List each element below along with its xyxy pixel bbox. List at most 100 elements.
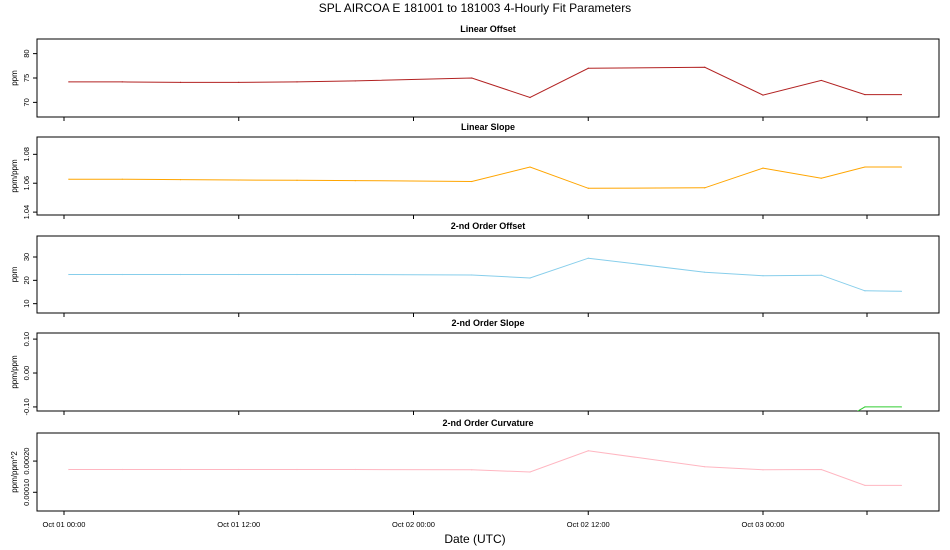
data-point — [820, 177, 822, 179]
series-line — [68, 66, 902, 99]
x-axis: Oct 01 00:00 Oct 01 12:00 Oct 02 00:00 Oct … — [43, 520, 785, 529]
data-point — [179, 468, 182, 471]
data-point — [820, 274, 822, 276]
y-tick-label: 75 — [22, 74, 31, 82]
y-tick-label: 1.08 — [22, 147, 31, 162]
data-point — [296, 468, 298, 471]
data-point — [68, 178, 70, 180]
data-point — [238, 179, 240, 181]
data-point — [121, 81, 123, 83]
data-point — [704, 66, 706, 68]
data-point — [296, 81, 298, 83]
data-point — [471, 180, 473, 183]
y-tick-label: 70 — [22, 98, 31, 106]
y-axis-label: ppm — [10, 266, 19, 282]
data-point — [820, 79, 822, 82]
data-point — [238, 81, 240, 83]
data-point — [864, 290, 866, 292]
figure-xlabel: Date (UTC) — [444, 532, 505, 546]
y-tick-label: 0.00020 — [22, 448, 31, 475]
x-tick-label: Oct 02 12:00 — [567, 520, 610, 529]
chart-panel: 2-nd Order Slope ppm/ppm-0.10 0.00 0.10 — [10, 318, 940, 416]
data-point — [900, 406, 902, 408]
data-point — [529, 96, 531, 99]
series-line — [68, 257, 902, 292]
data-point — [529, 277, 531, 279]
data-point — [587, 187, 589, 189]
data-point — [587, 257, 589, 259]
data-point — [864, 166, 866, 168]
plot-frame — [36, 432, 940, 512]
data-point — [354, 468, 356, 471]
data-point — [68, 81, 70, 83]
y-tick-label: 30 — [22, 253, 31, 261]
panel-title: 2-nd Order Slope — [451, 318, 524, 328]
plot-frame — [36, 38, 940, 118]
data-point — [704, 466, 706, 468]
y-tick-label: 20 — [22, 276, 31, 284]
data-point — [704, 187, 706, 189]
y-tick-label: 10 — [22, 299, 31, 307]
data-point — [587, 450, 589, 452]
panel-title: 2-nd Order Offset — [451, 221, 526, 231]
data-point — [179, 81, 182, 83]
y-tick-label: 0.00 — [22, 366, 31, 381]
y-axis-label: ppm/ppm — [10, 355, 19, 389]
data-point — [68, 273, 70, 276]
y-tick-label: 0.10 — [22, 332, 31, 347]
y-tick-label: 80 — [22, 49, 31, 57]
chart-panel: Linear Offset ppm 70 75 80 — [10, 24, 940, 121]
y-tick-label: 1.04 — [22, 205, 31, 220]
data-point — [121, 273, 123, 276]
data-point — [762, 275, 764, 277]
data-point — [238, 468, 240, 471]
data-point — [121, 178, 123, 180]
data-point — [704, 271, 706, 273]
data-point — [864, 406, 866, 408]
y-axis-label: ppm/ppm — [10, 159, 19, 193]
chart-panel: Linear Slope ppm/ppm 1.04 1.06 1.08 — [10, 122, 940, 220]
data-point — [762, 469, 764, 471]
panel-title: Linear Offset — [460, 24, 516, 34]
data-point — [471, 77, 473, 79]
data-point — [354, 80, 356, 82]
panel-title: Linear Slope — [461, 122, 515, 132]
data-point — [850, 415, 851, 416]
x-tick-label: Oct 02 00:00 — [392, 520, 435, 529]
data-point — [354, 273, 356, 276]
y-tick-label: -0.10 — [22, 398, 31, 415]
panel-title: 2-nd Order Curvature — [442, 418, 533, 428]
plot-frame — [36, 136, 940, 216]
data-point — [121, 468, 123, 471]
chart-panel: 2-nd Order Curvature ppm/ppm^2 0.00010 0.00… — [10, 418, 940, 515]
data-point — [238, 273, 240, 276]
x-tick-label: Oct 01 00:00 — [43, 520, 86, 529]
data-point — [179, 273, 182, 276]
data-point — [529, 471, 531, 473]
data-point — [864, 484, 866, 487]
data-point — [900, 484, 902, 487]
data-point — [354, 180, 356, 182]
x-tick-label: Oct 01 12:00 — [217, 520, 260, 529]
plot-frame — [36, 332, 940, 412]
figure-title: SPL AIRCOA E 181001 to 181003 4-Hourly F… — [319, 1, 631, 15]
y-axis-label: ppm — [10, 70, 19, 86]
data-point — [900, 166, 902, 168]
data-point — [529, 166, 531, 168]
data-point — [587, 67, 589, 69]
data-point — [179, 179, 182, 181]
data-point — [471, 274, 473, 276]
data-point — [900, 93, 902, 96]
panels: Linear Offset ppm 70 75 80 Linear Slope ppm/pp… — [10, 24, 940, 515]
data-point — [296, 179, 298, 181]
series-line — [68, 166, 902, 189]
data-point — [820, 468, 822, 471]
y-axis-label: ppm/ppm^2 — [10, 451, 19, 493]
plot-frame — [36, 235, 940, 314]
data-point — [296, 273, 298, 276]
data-point — [762, 94, 764, 96]
data-point — [900, 290, 902, 292]
y-tick-label: 0.00010 — [22, 479, 31, 506]
data-point — [471, 469, 473, 471]
